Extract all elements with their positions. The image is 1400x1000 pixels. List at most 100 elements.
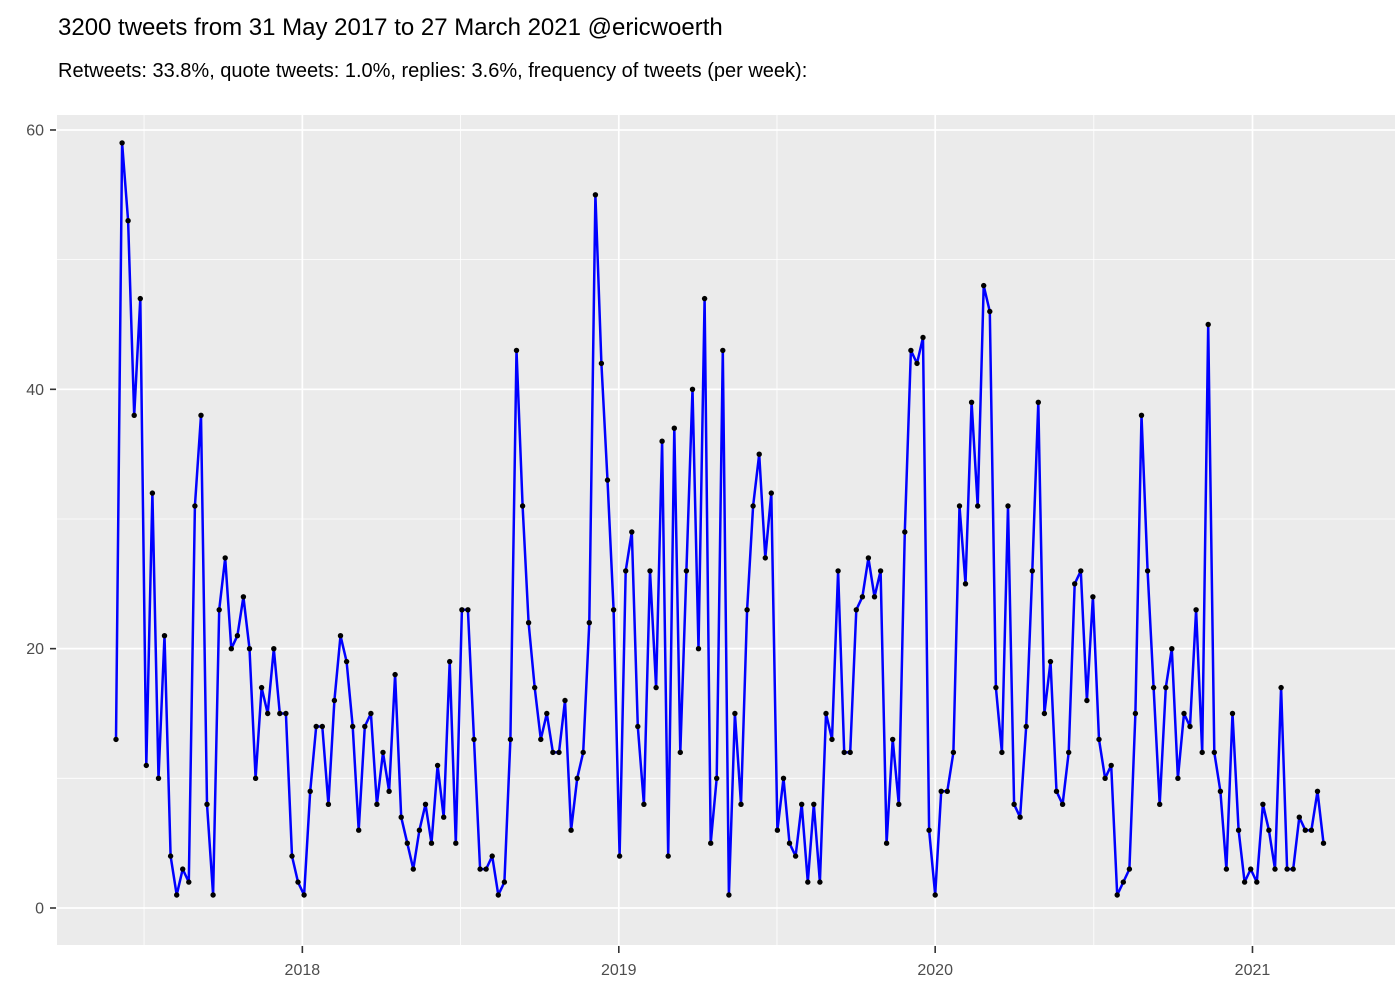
- data-point: [398, 814, 404, 820]
- data-point: [356, 827, 362, 833]
- data-point: [1132, 710, 1139, 717]
- data-point: [495, 892, 501, 898]
- data-point: [544, 710, 550, 717]
- data-point: [1235, 827, 1242, 833]
- y-axis-tick-label: 20: [26, 641, 44, 658]
- data-point: [1248, 866, 1254, 872]
- data-point: [289, 853, 295, 859]
- data-point: [1229, 710, 1236, 717]
- data-point: [386, 788, 392, 794]
- data-point: [677, 749, 683, 756]
- data-point: [1005, 503, 1011, 509]
- data-point: [1308, 827, 1315, 833]
- data-point: [1023, 723, 1029, 730]
- data-point: [1114, 892, 1120, 898]
- data-point: [174, 892, 180, 898]
- data-point: [1072, 581, 1078, 587]
- data-point: [871, 594, 878, 600]
- data-point: [186, 879, 192, 885]
- data-point: [313, 723, 319, 730]
- data-point: [1047, 658, 1054, 665]
- data-point: [416, 827, 423, 833]
- data-point: [689, 386, 696, 392]
- data-point: [968, 399, 975, 405]
- data-point: [847, 749, 853, 756]
- data-point: [1138, 412, 1145, 418]
- data-point: [525, 620, 532, 626]
- data-point: [659, 438, 665, 444]
- y-axis-tick-label: 0: [35, 901, 44, 918]
- data-point: [1266, 827, 1272, 833]
- data-point: [883, 840, 890, 846]
- data-point: [938, 788, 944, 794]
- data-point: [428, 840, 435, 846]
- data-point: [1290, 866, 1296, 872]
- data-point: [744, 607, 750, 613]
- y-axis-tick-label: 60: [26, 122, 44, 139]
- data-point: [459, 607, 465, 613]
- data-point: [519, 503, 526, 509]
- data-point: [265, 710, 271, 717]
- x-axis-tick-label: 2021: [1235, 962, 1271, 979]
- data-point: [1108, 762, 1114, 769]
- chart-title: 3200 tweets from 31 May 2017 to 27 March…: [58, 14, 723, 41]
- data-point: [113, 736, 119, 743]
- data-point: [683, 568, 690, 574]
- data-point: [1157, 801, 1163, 807]
- data-point: [210, 892, 216, 898]
- data-point: [556, 749, 562, 756]
- data-point: [580, 749, 586, 756]
- data-point: [1017, 814, 1023, 820]
- data-point: [780, 775, 787, 781]
- data-point: [1302, 827, 1309, 833]
- data-point: [768, 490, 774, 496]
- data-point: [1320, 840, 1327, 846]
- data-point: [835, 568, 841, 574]
- data-point: [258, 684, 265, 691]
- data-point: [635, 723, 641, 730]
- data-point: [155, 775, 162, 781]
- data-point: [325, 801, 332, 807]
- data-point: [228, 646, 234, 652]
- data-point: [1278, 684, 1284, 691]
- data-point: [914, 360, 920, 367]
- data-point: [252, 775, 259, 781]
- data-point: [708, 840, 714, 846]
- data-point: [1035, 399, 1042, 405]
- data-point: [125, 218, 131, 224]
- data-point: [538, 736, 544, 743]
- data-point: [1102, 775, 1108, 781]
- data-point: [774, 827, 781, 833]
- data-point: [434, 762, 441, 769]
- data-point: [1120, 879, 1127, 885]
- data-point: [1163, 684, 1169, 691]
- data-point: [1150, 684, 1157, 691]
- data-point: [1096, 736, 1102, 743]
- data-point: [932, 892, 938, 898]
- data-point: [720, 347, 726, 354]
- data-point: [920, 334, 926, 341]
- data-point: [374, 801, 380, 807]
- data-point: [1169, 646, 1175, 652]
- data-point: [629, 529, 635, 535]
- data-point: [701, 295, 708, 302]
- data-point: [1217, 788, 1224, 794]
- data-point: [829, 736, 835, 743]
- data-point: [483, 866, 489, 872]
- data-point: [823, 710, 829, 717]
- data-point: [489, 853, 495, 859]
- data-point: [240, 594, 247, 600]
- data-point: [799, 801, 805, 807]
- data-point: [890, 736, 896, 743]
- data-point: [944, 788, 950, 794]
- data-point: [1011, 801, 1017, 807]
- data-point: [726, 892, 732, 898]
- data-point: [1193, 607, 1199, 613]
- data-point: [119, 140, 125, 146]
- data-point: [319, 723, 325, 730]
- data-point: [908, 347, 914, 354]
- data-point: [598, 360, 605, 367]
- data-point: [1041, 710, 1048, 717]
